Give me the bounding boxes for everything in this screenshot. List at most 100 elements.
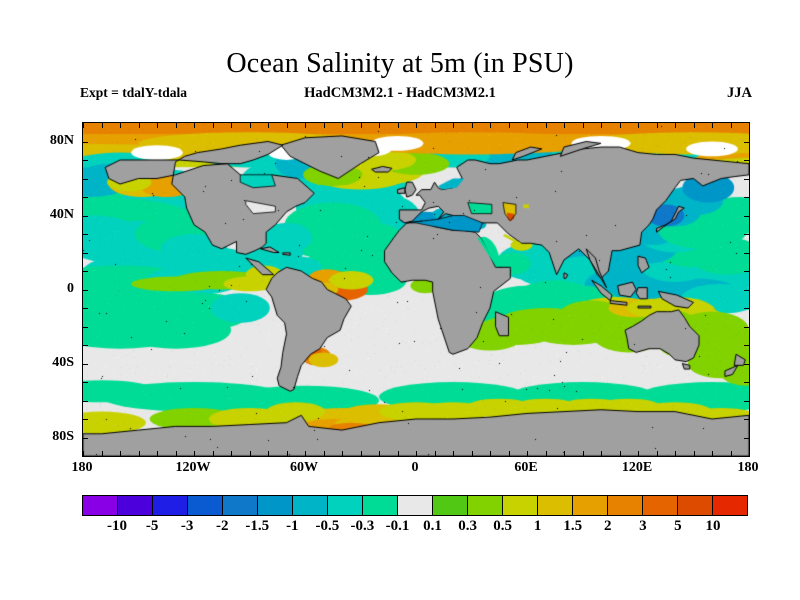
axis-tick [379,123,380,128]
axis-tick [101,123,103,128]
colorbar-cell-4 [223,496,258,515]
colorbar-tick-label: -0.5 [315,518,340,534]
axis-tick [286,123,288,128]
axis-tick [305,123,306,128]
axis-tick [83,400,88,402]
axis-tick [138,451,140,456]
colorbar-tick-label: 1.5 [563,518,583,534]
colorbar-cell-13 [538,496,573,515]
colorbar-tick-label: 3 [639,518,647,534]
axis-tick [120,451,121,456]
axis-tick [744,345,749,346]
axis-tick [83,271,88,272]
axis-tick [157,123,158,128]
axis-tick [268,451,269,456]
axis-tick [323,123,325,128]
axis-tick [83,345,88,346]
axis-tick [744,419,749,420]
colorbar-tick-label: -1 [286,518,299,534]
axis-tick [638,451,639,456]
colorbar-cell-11 [468,496,503,515]
x-axis-tick-label: 60W [290,460,318,475]
axis-tick [249,451,251,456]
colorbar-tick-label: -5 [145,518,159,534]
colorbar-cell-12 [503,496,538,515]
axis-tick [83,234,88,235]
axis-tick [744,234,749,235]
axis-tick [527,123,528,128]
axis-tick [744,289,749,291]
axis-tick [545,123,547,128]
axis-tick [712,451,713,456]
axis-tick [268,123,269,128]
y-axis-tick-label: 80S [52,428,74,444]
x-axis-tick-label: 120W [175,460,211,475]
axis-tick [138,123,140,128]
axis-tick [83,197,88,198]
axis-tick [286,451,288,456]
axis-tick [744,326,749,328]
axis-tick [360,123,362,128]
axis-tick [83,178,88,180]
axis-tick [397,123,399,128]
axis-tick [397,451,399,456]
colorbar-cell-9 [398,496,433,515]
colorbar-tick-label: -1.5 [245,518,270,534]
experiment-label: Expt = tdalY-tdala [80,85,187,100]
axis-tick [601,123,602,128]
axis-tick [83,326,88,328]
axis-tick [744,308,749,309]
axis-tick [120,123,121,128]
colorbar-tick-label: 10 [705,518,721,534]
x-axis-tick-label: 180 [737,460,759,475]
season-label: JJA [727,85,752,101]
axis-tick [638,123,639,128]
axis-tick [83,141,88,143]
colorbar-cell-6 [293,496,328,515]
x-axis-tick-label: 120E [621,460,653,475]
y-axis-tick-label: 40S [52,354,74,370]
colorbar-cell-18 [713,496,747,515]
axis-tick [212,451,214,456]
axis-tick [83,308,88,309]
colorbar-tick-label: -3 [180,518,194,534]
axis-tick [564,451,565,456]
axis-tick [434,451,436,456]
axis-tick [675,123,676,128]
axis-tick [194,123,195,128]
axis-tick [545,451,547,456]
axis-tick [744,141,749,143]
colorbar-labels: -10 -5 -3 -2 -1.5 -1 -0.5 -0.3 -0.1 0.1 0.3 0.5 1 1.5… [82,518,748,540]
axis-tick [693,451,695,456]
colorbar-cell-5 [258,496,293,515]
colorbar-cell-14 [573,496,608,515]
axis-tick [83,215,88,217]
axis-tick [508,123,510,128]
axis-tick [675,451,676,456]
colorbar [82,495,748,516]
y-axis-tick-label: 0 [67,280,74,296]
axis-tick [508,451,510,456]
colorbar-tick-label: 1 [533,518,542,534]
x-axis-tick-label: 180 [71,460,93,475]
axis-tick [564,123,565,128]
axis-tick [453,451,454,456]
axis-tick [471,123,473,128]
axis-tick [693,123,695,128]
axis-tick [83,252,88,254]
axis-tick [744,197,749,198]
axis-tick [83,289,88,291]
colorbar-cell-2 [153,496,188,515]
colorbar-cell-15 [608,496,643,515]
axis-tick [619,451,621,456]
axis-tick [83,382,88,383]
colorbar-tick-label: -2 [215,518,229,534]
axis-tick [601,451,602,456]
axis-tick [323,451,325,456]
axis-tick [744,400,749,402]
axis-tick [453,123,454,128]
colorbar-cell-0 [83,496,118,515]
colorbar-tick-label: -0.3 [350,518,375,534]
colorbar-cell-10 [433,496,468,515]
